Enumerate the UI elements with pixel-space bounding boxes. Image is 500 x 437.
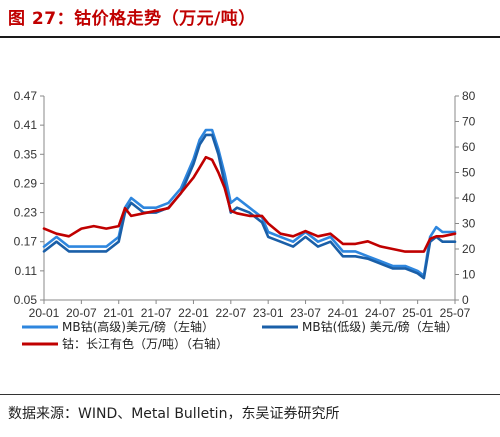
x-axis-tick-label: 25-07: [440, 306, 471, 320]
x-axis-tick-label: 24-01: [328, 306, 359, 320]
left-axis-tick-label: 0.29: [14, 176, 38, 190]
title-divider: [0, 36, 500, 38]
right-axis-tick-label: 20: [462, 242, 476, 256]
left-axis-tick-label: 0.35: [14, 147, 38, 161]
left-axis-tick-label: 0.17: [14, 235, 38, 249]
right-axis-tick-label: 30: [462, 217, 476, 231]
x-axis-tick-label: 21-01: [103, 306, 134, 320]
left-axis-tick-label: 0.47: [14, 89, 38, 103]
x-axis-tick-label: 23-07: [290, 306, 321, 320]
right-axis-tick-label: 40: [462, 191, 476, 205]
right-axis-tick-label: 70: [462, 115, 476, 129]
legend-label-2: MB钴(低级) 美元/磅（左轴）: [302, 319, 458, 334]
right-axis-tick-label: 50: [462, 166, 476, 180]
left-axis-tick-label: 0.05: [14, 293, 38, 307]
left-axis-tick-label: 0.23: [14, 206, 38, 220]
series-line-3: [42, 155, 457, 253]
series-line-2: [42, 133, 457, 280]
x-axis-tick-label: 25-01: [402, 306, 433, 320]
x-axis-tick-label: 22-01: [178, 306, 209, 320]
legend-label-3: 钴：长江有色（万/吨）（右轴）: [62, 336, 228, 351]
figure-title: 图 27：钴价格走势（万元/吨）: [8, 9, 256, 29]
left-axis-tick-label: 0.41: [14, 118, 38, 132]
x-axis-tick-label: 24-07: [365, 306, 396, 320]
series-line-1: [42, 128, 457, 277]
legend-label-1: MB钴(高级)美元/磅（左轴）: [62, 319, 214, 334]
right-axis-tick-label: 10: [462, 268, 476, 282]
cobalt-price-chart: 0.05 0.11 0.17 0.23 0.29 0.35 0.41 0.47 0 10 20 30 4…: [14, 89, 476, 351]
footer-divider: [0, 394, 500, 395]
right-axis-tick-label: 0: [462, 293, 469, 307]
right-axis-tick-label: 80: [462, 89, 476, 103]
x-axis-tick-label: 22-07: [215, 306, 246, 320]
left-axis-tick-label: 0.11: [15, 264, 38, 278]
chart-legend: MB钴(高级)美元/磅（左轴） MB钴(低级) 美元/磅（左轴） 钴：长江有色（万/…: [22, 319, 458, 351]
x-axis-tick-label: 21-07: [141, 306, 172, 320]
chart-lines: [42, 128, 457, 280]
chart-axes: 0.05 0.11 0.17 0.23 0.29 0.35 0.41 0.47 0 10 20 30 4…: [14, 89, 476, 320]
x-axis-tick-label: 20-01: [29, 306, 60, 320]
x-axis-tick-label: 20-07: [66, 306, 97, 320]
right-axis-tick-label: 60: [462, 140, 476, 154]
x-axis-tick-label: 23-01: [253, 306, 284, 320]
data-source: 数据来源：WIND、Metal Bulletin，东吴证券研究所: [8, 406, 340, 422]
